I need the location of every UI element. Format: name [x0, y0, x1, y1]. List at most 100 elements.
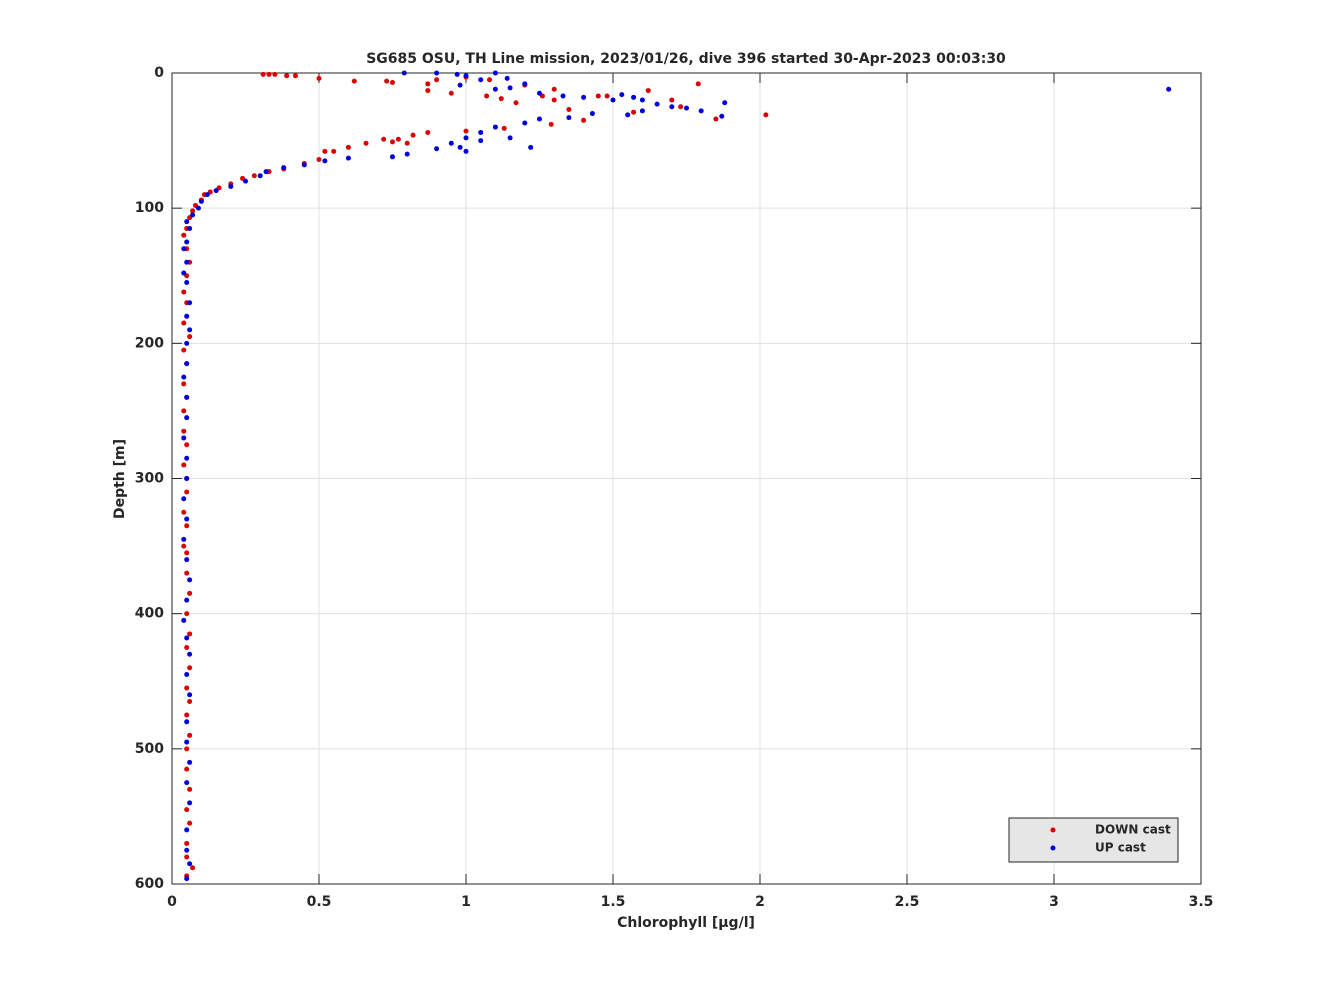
point: [184, 442, 190, 448]
point: [190, 212, 196, 218]
point: [566, 106, 572, 112]
point: [184, 523, 190, 529]
point: [401, 70, 407, 76]
x-tick-label: 2.5: [895, 894, 920, 910]
legend-marker: [1050, 827, 1056, 833]
point: [184, 766, 190, 772]
point: [698, 108, 704, 114]
point: [504, 75, 510, 81]
point: [507, 135, 513, 141]
x-tick-label: 3.5: [1189, 894, 1214, 910]
point: [478, 129, 484, 135]
point: [463, 73, 469, 79]
point: [381, 136, 387, 142]
y-tick-label: 200: [135, 335, 164, 351]
y-tick-label: 100: [135, 200, 164, 216]
point: [463, 148, 469, 154]
point: [487, 77, 493, 83]
point: [184, 807, 190, 813]
point: [345, 144, 351, 150]
point: [522, 120, 528, 126]
legend-label: DOWN cast: [1095, 823, 1171, 837]
point: [181, 536, 187, 542]
point: [528, 144, 534, 150]
point: [181, 509, 187, 515]
y-axis-label: Depth [m]: [112, 439, 128, 519]
point: [322, 158, 328, 164]
point: [478, 77, 484, 83]
point: [184, 746, 190, 752]
point: [181, 270, 187, 276]
point: [187, 651, 193, 657]
point: [501, 125, 507, 131]
point: [507, 85, 513, 91]
y-tick-label: 400: [135, 606, 164, 622]
point: [181, 543, 187, 549]
legend-box: [1008, 817, 1179, 863]
point: [434, 146, 440, 152]
point: [522, 81, 528, 87]
point: [604, 93, 610, 99]
point: [684, 105, 689, 111]
point: [187, 300, 193, 306]
point: [425, 81, 431, 87]
y-tick-label: 300: [135, 471, 164, 487]
point: [390, 139, 395, 145]
point: [181, 246, 187, 252]
point: [498, 96, 504, 102]
point: [187, 699, 193, 705]
point: [181, 374, 187, 380]
point: [195, 205, 201, 211]
point: [404, 151, 410, 157]
y-tick-label: 0: [154, 65, 164, 81]
point: [384, 78, 390, 84]
point: [610, 97, 616, 103]
point: [763, 112, 769, 118]
point: [184, 361, 190, 367]
point: [448, 90, 454, 96]
point: [184, 239, 190, 245]
point: [537, 116, 542, 122]
point: [619, 92, 625, 98]
point: [410, 132, 416, 138]
point: [184, 455, 190, 461]
point: [669, 104, 675, 110]
point: [187, 759, 193, 765]
point: [581, 94, 587, 100]
point: [463, 135, 469, 141]
point: [187, 327, 193, 333]
point: [243, 178, 248, 184]
point: [181, 496, 187, 502]
x-tick-label: 0.5: [307, 894, 332, 910]
point: [434, 77, 440, 83]
point: [316, 75, 322, 81]
point: [184, 570, 190, 576]
point: [589, 111, 595, 117]
x-tick-label: 3: [1049, 894, 1059, 910]
point: [204, 192, 210, 198]
point: [404, 140, 410, 146]
point: [425, 88, 431, 94]
y-tick-label: 600: [135, 876, 164, 892]
point: [390, 154, 395, 160]
point: [301, 162, 307, 168]
point: [625, 112, 631, 118]
point: [257, 173, 263, 179]
y-tick-label: 500: [135, 741, 164, 757]
point: [454, 71, 460, 77]
point: [719, 113, 725, 119]
point: [537, 90, 542, 96]
point: [484, 93, 490, 99]
point: [181, 435, 187, 441]
point: [639, 108, 645, 114]
point: [181, 462, 187, 468]
point: [184, 280, 190, 286]
point: [184, 476, 190, 481]
point: [184, 739, 190, 745]
point: [198, 198, 204, 204]
point: [187, 786, 193, 792]
point: [425, 129, 431, 135]
point: [722, 100, 728, 106]
point: [678, 104, 684, 110]
x-tick-label: 1.5: [601, 894, 626, 910]
